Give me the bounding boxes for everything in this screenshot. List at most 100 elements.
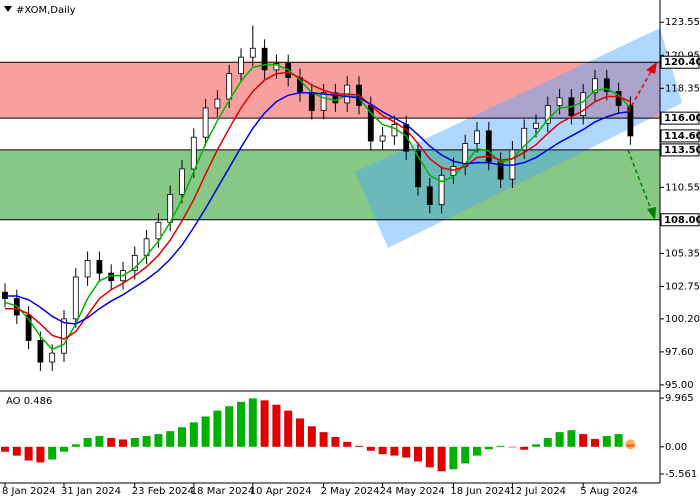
y-tick-label: 95.00 (665, 380, 694, 391)
zones (0, 62, 660, 220)
x-tick-label: 5 Aug 2024 (580, 486, 638, 497)
indicator-tick-label: 0.00 (665, 442, 687, 453)
candle-body (533, 122, 539, 129)
ao-bar (402, 446, 411, 458)
ao-bar (296, 418, 304, 447)
candle-body (214, 98, 221, 109)
candle-body (308, 92, 315, 111)
candle-body (379, 135, 386, 142)
ao-bar (579, 434, 588, 447)
candle-body (202, 107, 209, 138)
x-tick-label: 8 Jan 2024 (2, 486, 56, 497)
ao-bar (532, 444, 540, 447)
ao-bar (225, 406, 234, 447)
candle-body (556, 97, 563, 106)
y-tick-label: 97.60 (665, 347, 694, 358)
up-arrow-head (646, 62, 657, 74)
zone (0, 149, 660, 220)
candle-body (273, 63, 280, 71)
ao-bar (142, 436, 151, 447)
y-tick-label: 118.35 (665, 83, 700, 94)
chart-title: #XOM,Daily (16, 5, 76, 16)
ao-bar (1, 446, 9, 452)
candle-body (580, 92, 587, 117)
ao-bar (343, 441, 352, 447)
ao-bar (602, 436, 611, 447)
ao-bar (390, 446, 399, 456)
candle-body (592, 78, 598, 94)
ao-bar (355, 445, 363, 447)
ao-bar (60, 446, 68, 452)
ao-bar (378, 446, 387, 455)
y-tick-label: 110.55 (665, 182, 700, 193)
candle-body (332, 92, 339, 104)
ao-bar (189, 422, 198, 447)
ao-bar (36, 446, 45, 463)
x-tick-label: 31 Jan 2024 (61, 486, 121, 497)
ao-bar (567, 430, 576, 447)
candle-body (72, 276, 79, 320)
x-tick-label: 23 Feb 2024 (132, 486, 194, 497)
ao-bar (95, 436, 104, 447)
ao-bar (414, 446, 422, 462)
trend-channel (355, 28, 682, 248)
x-tick-label: 2 May 2024 (321, 486, 380, 497)
ao-bar (473, 446, 481, 456)
ao-bar (520, 446, 529, 450)
candle-body (521, 127, 528, 151)
ao-bar (284, 410, 293, 447)
ao-bar (272, 404, 281, 447)
candle-body (190, 136, 197, 170)
ao-bar (319, 432, 328, 447)
candle-body (320, 92, 327, 111)
candle-body (25, 314, 32, 341)
candle-body (179, 168, 185, 195)
level-label-box (660, 55, 700, 69)
ao-bar (496, 445, 505, 447)
last-price-label: 114.60 (664, 131, 700, 142)
candle-body (96, 260, 103, 274)
ao-bar (178, 427, 186, 447)
ao-bar (331, 437, 340, 447)
ao-bar (154, 434, 163, 447)
moving-average (4, 64, 631, 351)
candle-body (61, 318, 67, 354)
x-tick-label: 24 May 2024 (380, 486, 445, 497)
level-label: 113.50 (664, 145, 700, 156)
up-arrow (627, 69, 653, 113)
candle-body (438, 174, 445, 205)
x-tick-label: 18 Mar 2024 (191, 486, 254, 497)
x-tick-label: 18 Jun 2024 (450, 486, 510, 497)
level-label-box (660, 213, 700, 227)
symbol-icon (4, 6, 12, 12)
candle-body (238, 56, 244, 75)
ao-bar (24, 446, 33, 461)
ao-bar (543, 438, 552, 447)
candle-body (131, 254, 138, 271)
moving-average (5, 71, 631, 341)
candle-body (485, 130, 492, 162)
ao-bar (366, 446, 375, 451)
candle-body (474, 130, 480, 144)
level-label: 108.00 (664, 215, 700, 226)
ao-bar (237, 401, 245, 447)
level-label: 120.40 (664, 57, 700, 68)
ao-bar (12, 446, 21, 456)
ao-bar (201, 416, 210, 447)
candle-body (497, 160, 504, 180)
plot (0, 25, 660, 371)
x-tick-label: 12 Jul 2024 (509, 486, 566, 497)
candle-body (226, 73, 233, 100)
ao-bar (107, 438, 116, 447)
y-tick-label: 100.20 (665, 314, 700, 325)
ao-bar (213, 410, 222, 447)
ao-bar (48, 446, 57, 460)
ao-bar (119, 439, 127, 447)
candle-body (603, 78, 610, 92)
level-label-box (660, 143, 700, 157)
ao-bar (437, 446, 446, 472)
candle-body (627, 105, 634, 137)
ao-bar (260, 400, 269, 447)
ao-bar (166, 431, 175, 447)
